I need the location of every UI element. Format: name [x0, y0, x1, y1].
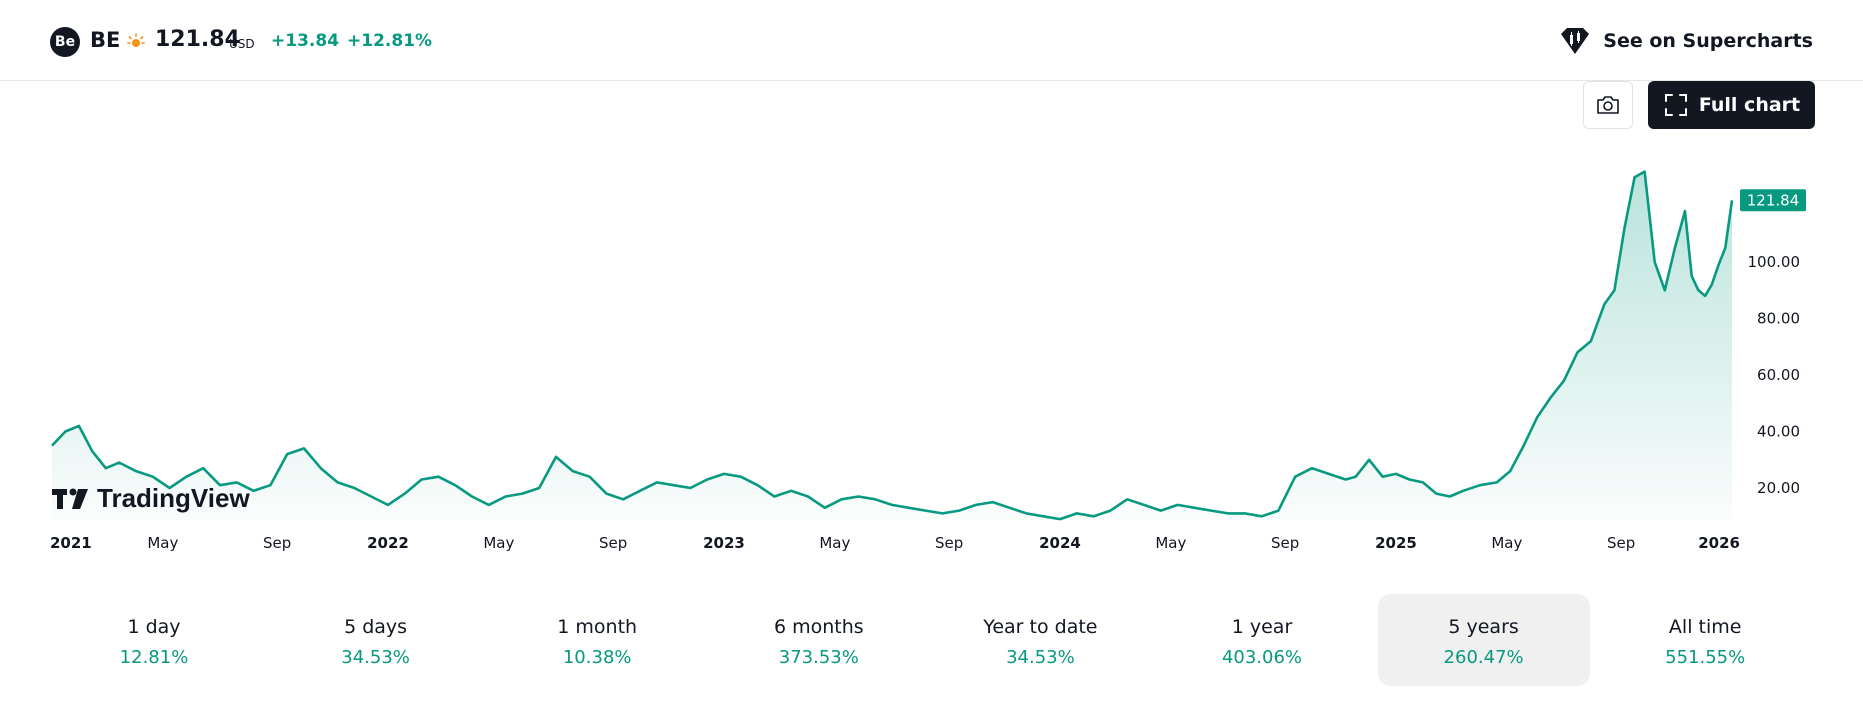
supercharts-logo-icon — [1561, 28, 1590, 54]
x-tick-label: 2025 — [1375, 534, 1417, 552]
x-tick-label: 2023 — [703, 534, 745, 552]
timeframe-change: 373.53% — [778, 647, 859, 668]
x-tick-label: Sep — [263, 534, 291, 552]
timeframe-label: 6 months — [773, 616, 864, 638]
timeframe-change: 260.47% — [1443, 647, 1524, 668]
x-tick-label: Sep — [1607, 534, 1635, 552]
timeframe-change: 12.81% — [119, 647, 189, 668]
see-on-supercharts-label: See on Supercharts — [1603, 30, 1813, 52]
timeframe-button[interactable]: All time 551.55% — [1599, 594, 1811, 686]
timeframe-label: 5 days — [344, 616, 408, 638]
x-tick-label: 2024 — [1039, 534, 1081, 552]
x-tick-label: May — [1491, 534, 1522, 552]
price-change-absolute: +13.84 — [271, 31, 340, 51]
x-tick-label: 2022 — [367, 534, 409, 552]
price-change-percent: +12.81% — [347, 31, 433, 51]
y-tick-label: 20.00 — [1757, 479, 1800, 497]
y-axis: 20.00 40.00 60.00 80.00 100.00 — [1748, 253, 1801, 497]
timeframe-button[interactable]: 5 days 34.53% — [270, 594, 482, 686]
sun-icon — [127, 33, 145, 47]
price-currency: USD — [229, 37, 255, 51]
timeframe-button[interactable]: 1 month 10.38% — [491, 594, 703, 686]
timeframe-button[interactable]: 6 months 373.53% — [713, 594, 925, 686]
last-price-label: 121.84 — [1740, 189, 1806, 212]
camera-icon — [1597, 96, 1619, 114]
x-tick-label: May — [483, 534, 514, 552]
x-tick-label: Sep — [1271, 534, 1299, 552]
y-tick-label: 40.00 — [1757, 423, 1800, 441]
timeframe-change: 34.53% — [1006, 647, 1075, 668]
x-tick-label: May — [1155, 534, 1186, 552]
last-price: 121.84 — [155, 27, 240, 52]
timeframe-button[interactable]: 1 day 12.81% — [48, 594, 260, 686]
x-tick-label: May — [819, 534, 850, 552]
price-line-series — [51, 170, 1734, 521]
x-tick-label: May — [147, 534, 178, 552]
last-price-label-bg — [1740, 189, 1806, 212]
symbol-logo-text: Be — [54, 34, 76, 50]
timeframe-button[interactable]: 1 year 403.06% — [1156, 594, 1368, 686]
see-on-supercharts-link[interactable]: See on Supercharts — [1559, 22, 1813, 60]
fullscreen-icon — [1664, 94, 1687, 116]
x-tick-label: Sep — [599, 534, 627, 552]
price-area-fill — [52, 171, 1732, 520]
ticker-symbol[interactable]: BE — [90, 28, 121, 52]
y-tick-label: 80.00 — [1757, 310, 1800, 328]
timeframe-change: 551.55% — [1665, 647, 1746, 668]
x-tick-label: 2026 — [1698, 534, 1740, 552]
timeframe-label: Year to date — [983, 616, 1098, 638]
y-tick-label: 100.00 — [1748, 253, 1801, 271]
timeframe-label: 5 years — [1448, 616, 1519, 638]
tradingview-watermark: TradingView — [52, 483, 250, 513]
timeframe-change: 10.38% — [562, 647, 632, 668]
tradingview-watermark-text: TradingView — [97, 483, 250, 513]
x-tick-label: Sep — [935, 534, 963, 552]
symbol-logo: Be — [50, 27, 80, 57]
tradingview-logo-icon — [52, 488, 88, 509]
timeframe-change: 34.53% — [341, 647, 410, 668]
timeframe-button[interactable]: Year to date 34.53% — [934, 594, 1146, 686]
timeframe-change: 403.06% — [1221, 647, 1303, 668]
timeframe-label: All time — [1668, 616, 1742, 638]
snapshot-button[interactable] — [1583, 81, 1633, 129]
timeframe-label: 1 year — [1231, 616, 1293, 638]
last-price-label-text: 121.84 — [1747, 191, 1800, 209]
y-tick-label: 60.00 — [1757, 366, 1800, 384]
timeframe-label: 1 month — [557, 616, 638, 638]
x-axis: 2021 May Sep 2022 May Sep 2023 May Sep 2024 May Sep… — [50, 534, 1740, 552]
timeframe-button[interactable]: 5 years 260.47% — [1377, 594, 1590, 686]
x-tick-label: 2021 — [50, 534, 92, 552]
timeframe-selector: 1 day 12.81% 5 days 34.53% 1 month 10.38% 6 mo… — [45, 594, 1818, 686]
timeframe-label: 1 day — [127, 616, 181, 638]
full-chart-button[interactable]: Full chart — [1648, 81, 1815, 129]
full-chart-label: Full chart — [1698, 94, 1801, 116]
symbol-header: Be BE 121.84 USD +13.84 +12.81% See on S… — [0, 0, 1863, 81]
